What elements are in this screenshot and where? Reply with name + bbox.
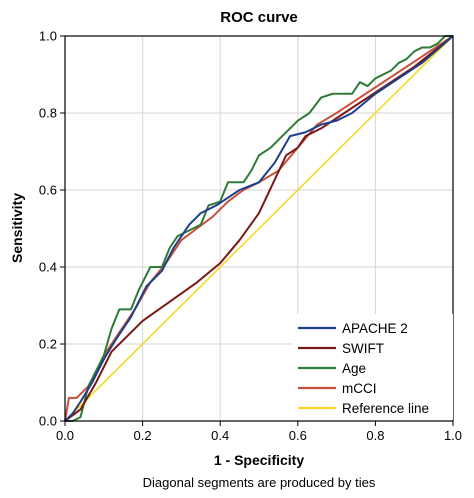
x-tick-label-3: 0.6 <box>289 428 307 443</box>
y-tick-label-3: 0.6 <box>39 183 57 198</box>
legend-label-swift: SWIFT <box>342 341 384 356</box>
y-ticks: 0.0 0.2 0.4 0.6 0.8 1.0 <box>39 29 65 429</box>
x-tick-label-2: 0.4 <box>211 428 229 443</box>
series-line-apache-2 <box>64 35 454 422</box>
x-tick-label-5: 1.0 <box>444 428 462 443</box>
y-axis-label: Sensitivity <box>9 193 25 263</box>
plot-frame <box>64 35 454 422</box>
legend-label-apache-2: APACHE 2 <box>342 321 408 336</box>
footnote: Diagonal segments are produced by ties <box>143 475 376 490</box>
legend-label-mcci: mCCI <box>342 381 377 396</box>
grid <box>65 36 453 421</box>
x-ticks: 0.0 0.2 0.4 0.6 0.8 1.0 <box>56 421 462 443</box>
y-tick-label-5: 1.0 <box>39 29 57 44</box>
legend: APACHE 2 SWIFT Age mCCI Reference line <box>292 314 453 420</box>
y-tick-label-0: 0.0 <box>39 414 57 429</box>
series-line-swift <box>64 35 454 422</box>
y-tick-label-2: 0.4 <box>39 260 57 275</box>
y-tick-label-4: 0.8 <box>39 106 57 121</box>
x-axis-label: 1 - Specificity <box>214 452 304 468</box>
legend-label-age: Age <box>342 361 366 376</box>
series-line-reference-line <box>64 35 454 422</box>
series-lines <box>64 35 454 422</box>
legend-label-reference-line: Reference line <box>342 401 429 416</box>
y-tick-label-1: 0.2 <box>39 337 57 352</box>
x-tick-label-4: 0.8 <box>366 428 384 443</box>
x-tick-label-1: 0.2 <box>134 428 152 443</box>
chart-title: ROC curve <box>220 9 298 26</box>
x-tick-label-0: 0.0 <box>56 428 74 443</box>
series-line-age <box>65 35 453 422</box>
